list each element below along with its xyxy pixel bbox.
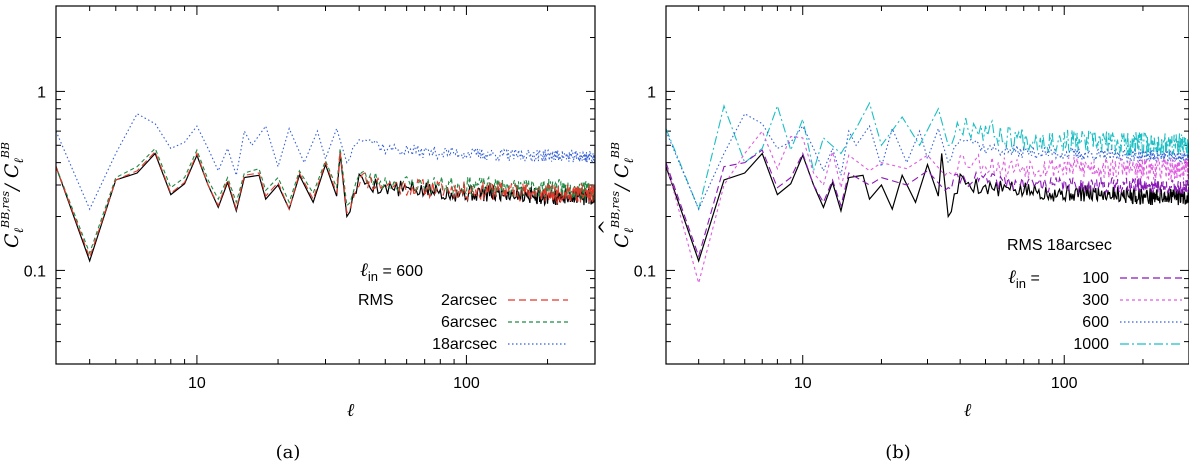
legend-header-b: RMS 18arcsec xyxy=(1007,237,1112,254)
plot-area-a: 10 100 0.1 1 ℓ CℓBB,res / CℓBB ^ ℓin = 600 RMS 2… xyxy=(0,5,596,421)
panel-a-reference-line xyxy=(56,152,595,263)
legend-label-a-18arcsec: 18arcsec xyxy=(432,336,497,353)
legend-label-b-600: 600 xyxy=(1082,314,1109,331)
panel-b-ytick-label: 0.1 xyxy=(634,263,656,280)
panel-b-ytick-label: 1 xyxy=(647,84,656,101)
caption-b: (b) xyxy=(885,442,911,463)
legend-header-a: ℓin = 600 xyxy=(360,259,423,284)
panel-b-series-1000 xyxy=(666,101,1189,211)
panel-a-legend: ℓin = 600 RMS 2arcsec 6arcsec 18arcsec xyxy=(358,259,568,353)
legend-group-label-b: ℓin = xyxy=(1008,266,1040,291)
svg-text:CℓBB,res / CℓBB: CℓBB,res / CℓBB xyxy=(0,142,27,248)
panel-b-reference-line xyxy=(666,152,1189,263)
panel-a-xlabel: ℓ xyxy=(347,400,355,421)
panel-b: 10 100 0.1 1 ℓ CℓBB,res / CℓBB ^ RMS 18arcsec ℓ… xyxy=(595,5,1189,463)
svg-text:^: ^ xyxy=(0,219,7,235)
panel-a-ylabel: CℓBB,res / CℓBB ^ xyxy=(0,142,27,248)
panel-b-ylabel: CℓBB,res / CℓBB ^ xyxy=(595,142,637,248)
panel-b-series-100 xyxy=(666,149,1189,259)
svg-text:CℓBB,res / CℓBB: CℓBB,res / CℓBB xyxy=(609,142,637,248)
panel-a-series-18arcsec xyxy=(56,113,595,211)
legend-label-b-300: 300 xyxy=(1082,292,1109,309)
panel-a-series-2arcsec xyxy=(56,150,595,260)
panel-b-curves xyxy=(666,101,1189,286)
panel-a-curves xyxy=(56,113,595,263)
panel-b-frame xyxy=(665,5,1189,365)
panel-b-series-300 xyxy=(666,130,1189,286)
panel-b-xtick-label: 10 xyxy=(794,375,812,392)
panel-a-ytick-label: 1 xyxy=(37,84,46,101)
panel-a-xtick-label: 100 xyxy=(453,375,480,392)
legend-label-b-1000: 1000 xyxy=(1073,336,1109,353)
legend-group-label-a: RMS xyxy=(358,292,394,309)
panel-b-xlabel: ℓ xyxy=(964,400,972,421)
plot-area-b: 10 100 0.1 1 ℓ CℓBB,res / CℓBB ^ RMS 18arcsec ℓ… xyxy=(595,5,1189,421)
panel-b-ticks xyxy=(665,5,1189,365)
panel-b-xtick-label: 100 xyxy=(1051,375,1078,392)
panel-b-legend: RMS 18arcsec ℓin = 100 300 600 1000 xyxy=(1007,237,1182,353)
panel-a: 10 100 0.1 1 ℓ CℓBB,res / CℓBB ^ ℓin = 600 RMS 2… xyxy=(0,5,596,463)
panel-a-ytick-label: 0.1 xyxy=(24,263,46,280)
panel-a-xtick-label: 10 xyxy=(188,375,206,392)
legend-label-a-2arcsec: 2arcsec xyxy=(441,292,497,309)
caption-a: (a) xyxy=(276,442,301,463)
legend-label-b-100: 100 xyxy=(1082,270,1109,287)
legend-label-a-6arcsec: 6arcsec xyxy=(441,314,497,331)
panel-b-series-600 xyxy=(666,113,1189,211)
panel-a-frame xyxy=(55,5,596,365)
svg-text:^: ^ xyxy=(595,219,617,235)
